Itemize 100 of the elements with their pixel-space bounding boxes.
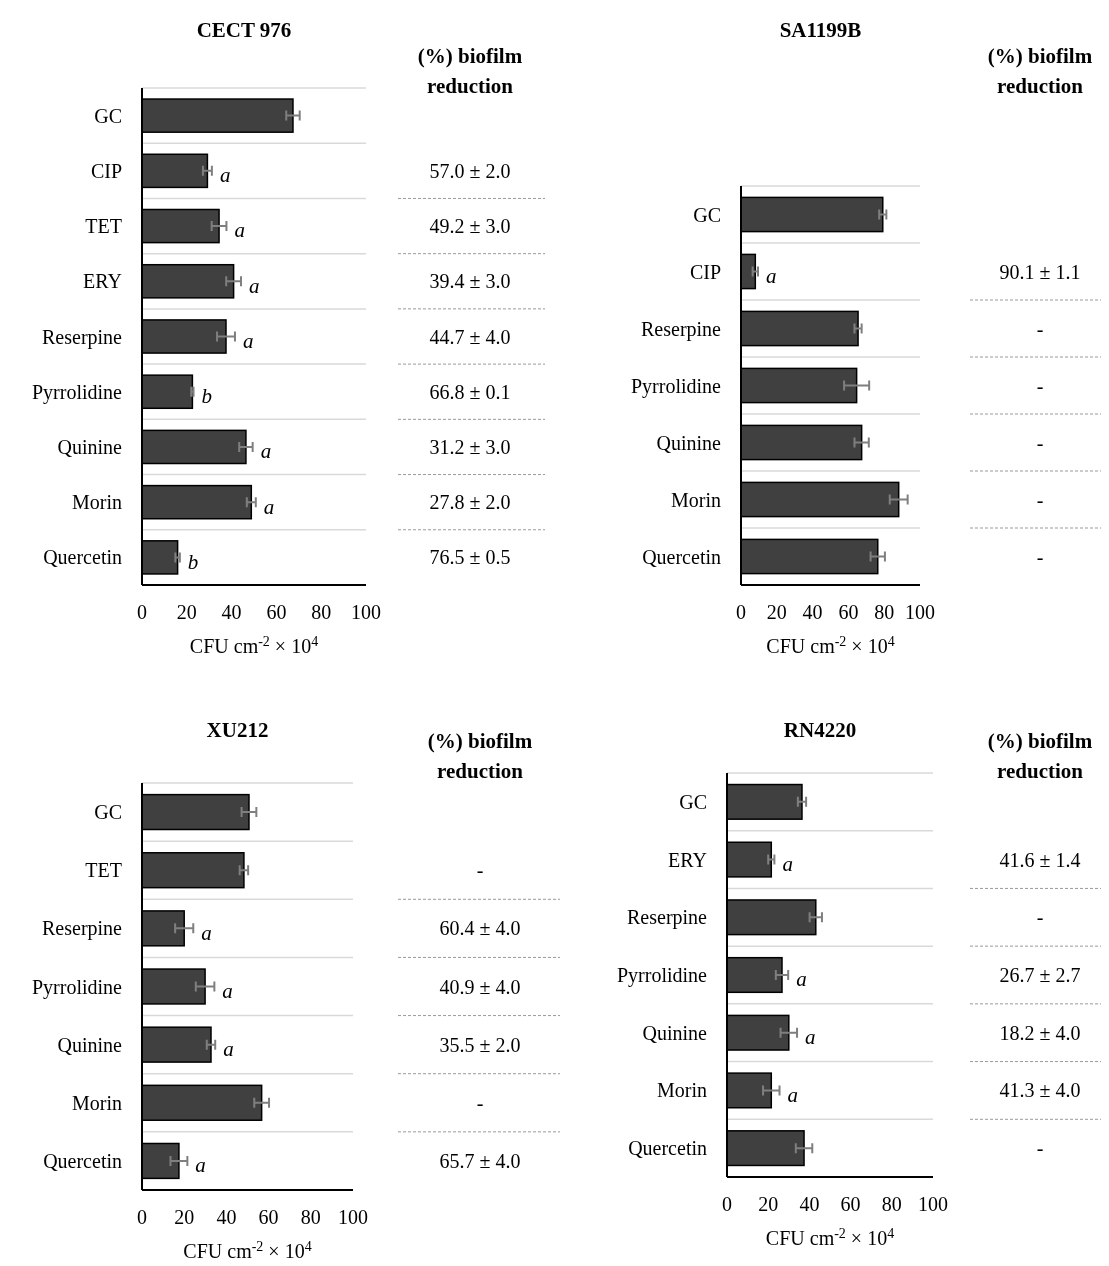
y-tick-label: Reserpine	[641, 317, 722, 341]
text: -	[1036, 488, 1044, 511]
data-label: a	[260, 439, 272, 464]
text: (%) biofilm reduction	[427, 729, 533, 783]
text: 31.2 ± 3.0	[429, 435, 511, 458]
text: (%) biofilm reduction	[987, 729, 1093, 783]
data-label: a	[201, 920, 212, 945]
x-tick-label: 40	[216, 1206, 237, 1228]
y-tick-label: Quercetin	[628, 1137, 707, 1160]
chart-title: SA1199B	[779, 18, 862, 42]
data-label: a	[219, 163, 231, 188]
text: 41.3 ± 4.0	[999, 1079, 1081, 1102]
y-tick-label: Quercetin	[43, 546, 122, 569]
data-label: a	[766, 263, 777, 288]
x-tick-label: 20	[758, 1193, 779, 1215]
data-label: a	[263, 494, 275, 519]
x-tick-label: 100	[918, 1193, 948, 1215]
y-tick-label: Pyrrolidine	[617, 964, 708, 987]
text: 35.5 ± 2.0	[439, 1033, 521, 1056]
text: 65.7 ± 4.0	[439, 1149, 521, 1172]
x-tick-label: 100	[351, 601, 381, 623]
text: (%) biofilm reduction	[987, 44, 1093, 98]
y-tick-label: Pyrrolidine	[32, 975, 123, 999]
x-tick-label: 0	[137, 1206, 147, 1228]
x-axis-title: CFU cm$^{-2}$ × 10$^{4}$	[183, 1238, 312, 1262]
text: 60.4 ± 4.0	[439, 917, 521, 940]
x-tick-label: 80	[300, 1206, 321, 1228]
text: 40.9 ± 4.0	[439, 975, 521, 998]
y-tick-label: Pyrrolidine	[32, 380, 123, 404]
y-tick-label: Quinine	[656, 431, 722, 454]
text: -	[476, 1091, 484, 1114]
y-tick-label: CIP	[689, 260, 721, 283]
text: 27.8 ± 2.0	[429, 491, 511, 514]
x-tick-label: 40	[799, 1193, 820, 1215]
y-tick-label: Morin	[72, 1091, 122, 1114]
data-label: a	[805, 1025, 816, 1050]
data-label: a	[242, 328, 254, 353]
y-tick-label: Quinine	[642, 1021, 708, 1044]
text: 90.1 ± 1.1	[999, 260, 1081, 283]
data-label: a	[249, 273, 260, 298]
x-tick-label: 20	[176, 601, 197, 623]
chart-title: CECT 976	[196, 18, 292, 42]
text: -	[1036, 1137, 1044, 1160]
text: -	[1036, 545, 1044, 568]
y-tick-label: TET	[85, 859, 122, 882]
x-tick-label: 80	[874, 601, 895, 623]
data-label: a	[782, 851, 793, 876]
y-tick-label: GC	[679, 790, 707, 813]
y-tick-label: Reserpine	[627, 906, 708, 930]
data-label: a	[195, 1153, 206, 1178]
y-tick-label: ERY	[83, 270, 122, 293]
x-tick-label: 20	[174, 1206, 195, 1228]
text: 76.5 ± 0.5	[429, 546, 511, 569]
y-tick-label: Quercetin	[43, 1149, 122, 1172]
x-tick-label: 60	[838, 601, 859, 623]
text: 44.7 ± 4.0	[429, 325, 511, 348]
y-tick-label: Reserpine	[42, 325, 123, 349]
text: 49.2 ± 3.0	[429, 215, 511, 238]
data-label: a	[223, 1036, 234, 1061]
text: -	[476, 859, 484, 882]
text: 41.6 ± 1.4	[999, 848, 1081, 871]
data-label: b	[201, 384, 213, 409]
y-tick-label: Pyrrolidine	[631, 374, 722, 398]
text: 57.0 ± 2.0	[429, 159, 511, 182]
text: -	[1036, 374, 1044, 397]
data-label: a	[234, 218, 245, 243]
y-tick-label: GC	[94, 104, 122, 127]
x-tick-label: 100	[338, 1206, 368, 1228]
text: (%) biofilm reduction	[417, 44, 523, 98]
x-tick-label: 0	[736, 601, 746, 623]
x-tick-label: 0	[137, 601, 147, 623]
x-tick-label: 60	[840, 1193, 861, 1215]
y-tick-label: Reserpine	[42, 917, 123, 941]
y-tick-label: CIP	[90, 159, 122, 182]
x-tick-label: 60	[258, 1206, 279, 1228]
y-tick-label: ERY	[668, 848, 707, 871]
x-tick-label: 40	[802, 601, 823, 623]
x-tick-label: 80	[311, 601, 332, 623]
x-axis-title: CFU cm$^{-2}$ × 10$^{4}$	[189, 633, 319, 657]
x-tick-label: 80	[881, 1193, 902, 1215]
x-tick-label: 60	[266, 601, 287, 623]
text: 18.2 ± 4.0	[999, 1021, 1081, 1044]
x-axis-title: CFU cm$^{-2}$ × 10$^{4}$	[766, 633, 895, 657]
y-tick-label: Morin	[671, 488, 721, 511]
data-label: a	[222, 978, 233, 1003]
x-axis-title: CFU cm$^{-2}$ × 10$^{4}$	[765, 1225, 895, 1249]
y-tick-label: Morin	[657, 1079, 707, 1102]
chart-title: XU212	[206, 718, 269, 742]
text: 66.8 ± 0.1	[429, 380, 511, 403]
text: -	[1036, 317, 1044, 340]
y-tick-label: GC	[94, 801, 122, 824]
x-tick-label: 100	[905, 601, 935, 623]
y-tick-label: TET	[85, 215, 122, 238]
y-tick-label: GC	[693, 203, 721, 226]
chart-title: RN4220	[783, 718, 857, 742]
text: -	[1036, 431, 1044, 454]
y-tick-label: Morin	[72, 491, 122, 514]
data-label: a	[787, 1082, 799, 1107]
text: 26.7 ± 2.7	[999, 964, 1081, 986]
data-label: a	[796, 967, 807, 992]
